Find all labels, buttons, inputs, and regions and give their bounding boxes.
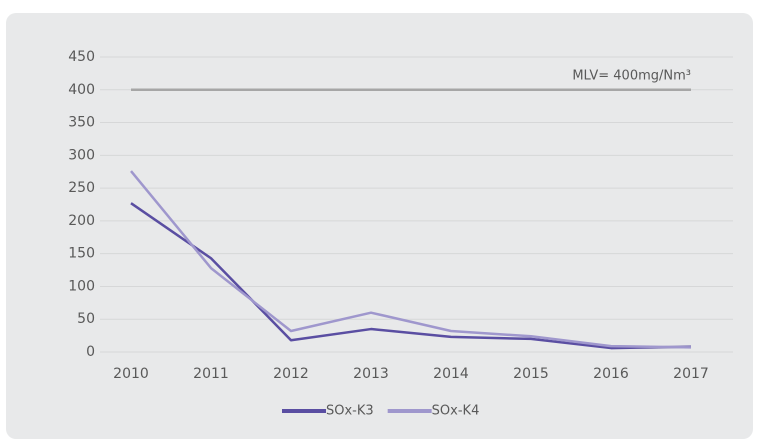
chart-panel [6, 13, 753, 439]
reference-label: MLV= 400mg/Nm³ [572, 68, 691, 83]
y-tick-label: 0 [86, 344, 95, 360]
y-tick-label: 150 [68, 246, 95, 262]
x-tick-label: 2015 [513, 366, 549, 382]
x-tick-label: 2012 [273, 366, 309, 382]
y-tick-label: 50 [77, 311, 95, 327]
legend-label: SOx-K4 [432, 404, 480, 419]
y-tick-label: 300 [68, 147, 95, 163]
y-tick-label: 450 [68, 49, 95, 65]
legend-label: SOx-K3 [326, 404, 374, 419]
x-tick-label: 2014 [433, 366, 469, 382]
series-line [130, 170, 692, 349]
x-tick-label: 2013 [353, 366, 389, 382]
x-tick-label: 2010 [113, 366, 149, 382]
y-tick-label: 350 [68, 115, 95, 131]
x-tick-label: 2011 [193, 366, 229, 382]
y-tick-label: 200 [68, 213, 95, 229]
y-tick-label: 400 [68, 82, 95, 98]
y-tick-label: 250 [68, 180, 95, 196]
series-line [130, 202, 692, 350]
x-tick-label: 2017 [673, 366, 709, 382]
x-tick-label: 2016 [593, 366, 629, 382]
y-tick-label: 100 [68, 278, 95, 294]
